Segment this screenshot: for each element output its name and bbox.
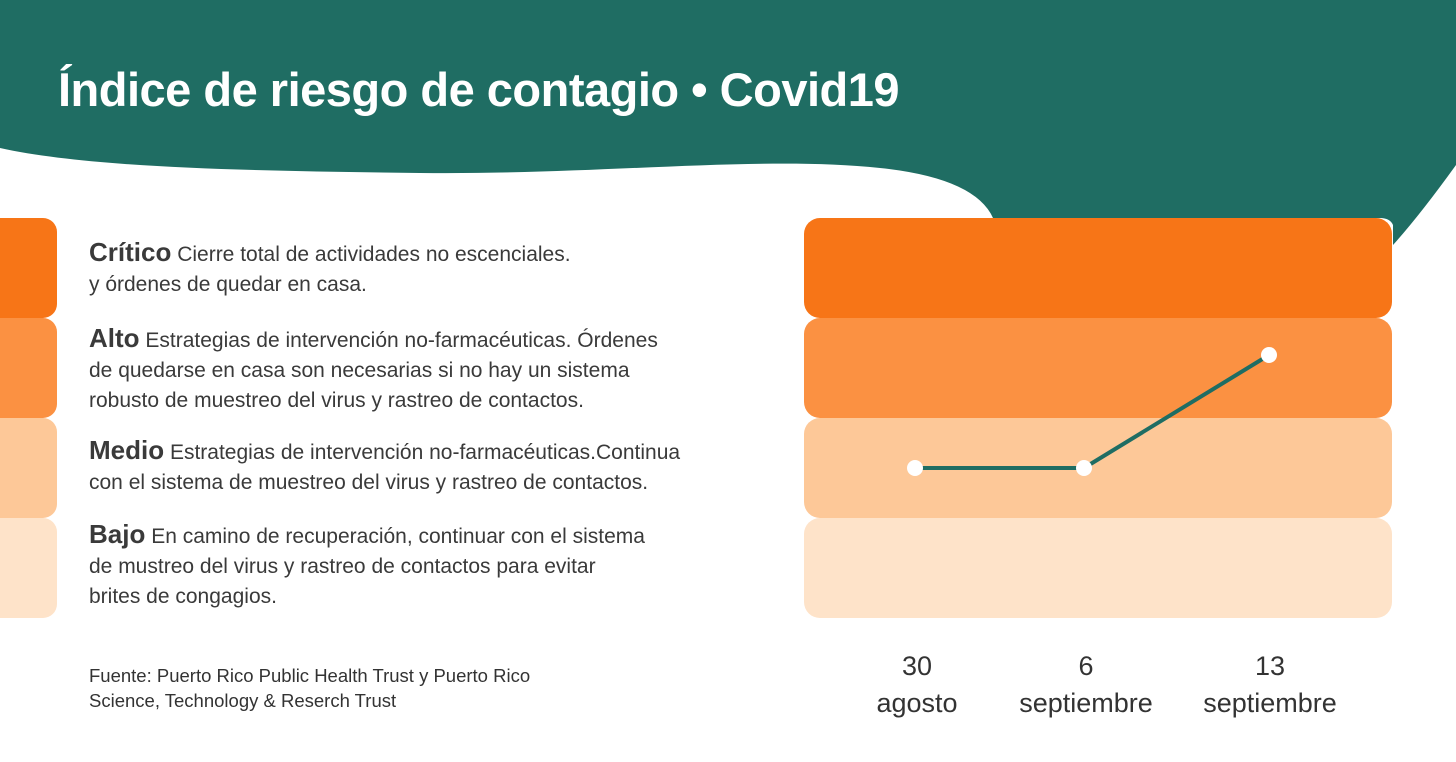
level-name: Medio bbox=[89, 435, 165, 465]
page-title: Índice de riesgo de contagio • Covid19 bbox=[58, 63, 900, 116]
x-tick-month: agosto bbox=[876, 688, 958, 718]
level-text: Estrategias de intervención no-farmacéut… bbox=[169, 441, 681, 464]
level-text: Cierre total de actividades no escencial… bbox=[177, 243, 571, 266]
level-tab-bajo bbox=[0, 518, 57, 618]
level-tab-critico bbox=[0, 218, 57, 318]
source-line: Science, Technology & Reserch Trust bbox=[89, 690, 397, 711]
band-bajo bbox=[804, 518, 1392, 618]
x-tick-label: 13 septiembre bbox=[1170, 648, 1370, 722]
level-text: y órdenes de quedar en casa. bbox=[89, 273, 367, 296]
level-text: con el sistema de muestreo del virus y r… bbox=[89, 471, 649, 494]
level-tab-alto bbox=[0, 318, 57, 418]
source-line: Fuente: Puerto Rico Public Health Trust … bbox=[89, 665, 531, 686]
x-tick-day: 13 bbox=[1254, 651, 1286, 681]
level-description-alto: Alto Estrategias de intervención no-farm… bbox=[89, 323, 658, 416]
source-note: Fuente: Puerto Rico Public Health Trust … bbox=[89, 663, 530, 713]
level-text: de quedarse en casa son necesarias si no… bbox=[89, 359, 630, 382]
x-tick-month: septiembre bbox=[1019, 688, 1153, 718]
header-wave bbox=[0, 0, 1456, 245]
level-text: brites de congagios. bbox=[89, 585, 277, 608]
level-name: Alto bbox=[89, 323, 140, 353]
level-text: En camino de recuperación, continuar con… bbox=[151, 525, 645, 548]
level-name: Bajo bbox=[89, 519, 146, 549]
level-description-medio: Medio Estrategias de intervención no-far… bbox=[89, 435, 680, 498]
band-critico bbox=[804, 218, 1392, 318]
data-point bbox=[1076, 460, 1092, 476]
data-point bbox=[1261, 347, 1277, 363]
data-point bbox=[907, 460, 923, 476]
x-tick-day: 30 bbox=[901, 651, 933, 681]
x-tick-label: 6 septiembre bbox=[986, 648, 1186, 722]
level-description-bajo: Bajo En camino de recuperación, continua… bbox=[89, 519, 645, 612]
band-medio bbox=[804, 418, 1392, 518]
level-text: Estrategias de intervención no-farmacéut… bbox=[145, 329, 658, 352]
level-description-critico: Crítico Cierre total de actividades no e… bbox=[89, 237, 571, 300]
level-text: robusto de muestreo del virus y rastreo … bbox=[89, 389, 584, 412]
level-name: Crítico bbox=[89, 237, 172, 267]
level-tab-medio bbox=[0, 418, 57, 518]
band-alto bbox=[804, 318, 1392, 418]
x-tick-month: septiembre bbox=[1203, 688, 1337, 718]
x-tick-label: 30 agosto bbox=[817, 648, 1017, 722]
x-tick-day: 6 bbox=[1078, 651, 1094, 681]
level-text: de mustreo del virus y rastreo de contac… bbox=[89, 555, 596, 578]
